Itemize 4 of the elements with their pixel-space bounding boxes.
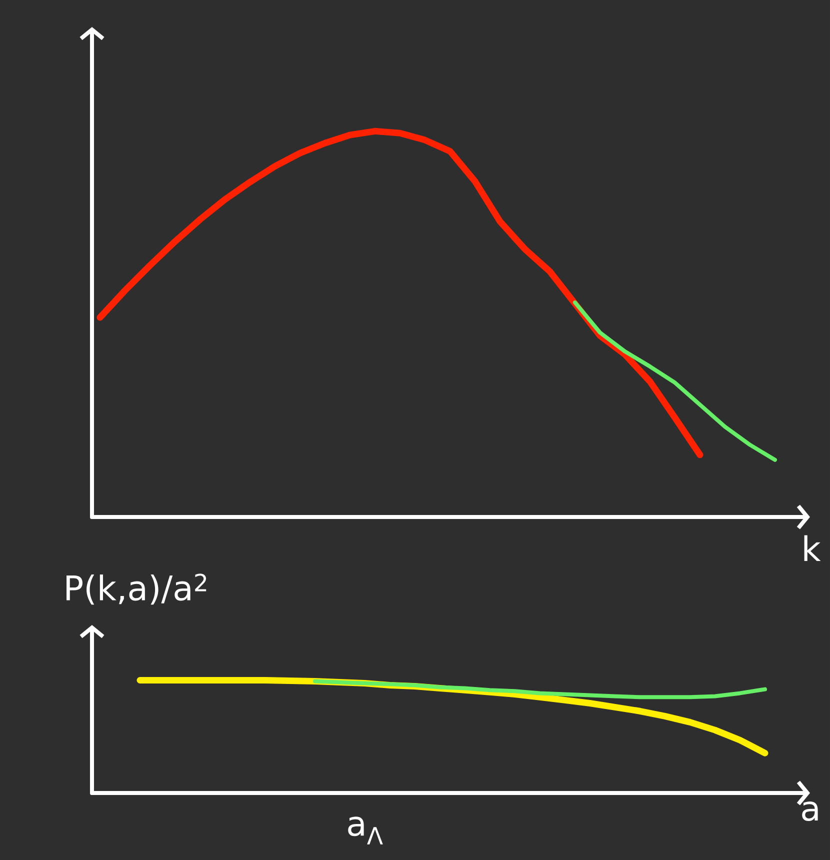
y-axis-title: P(k,a)/a$^{2}$ bbox=[66, 574, 206, 605]
x-axis-title: a bbox=[802, 802, 818, 822]
text: a$_{Λ}$ bbox=[348, 816, 383, 844]
x-axis-title: k bbox=[804, 535, 821, 561]
